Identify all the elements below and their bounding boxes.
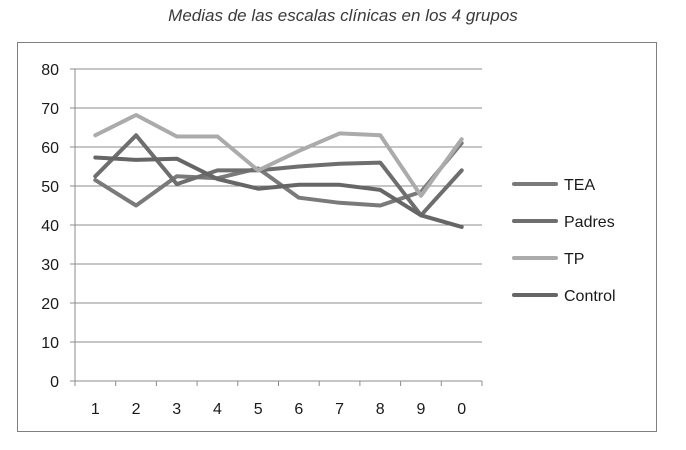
y-tick-label: 70: [41, 101, 59, 118]
gridlines: [75, 68, 482, 343]
x-tick-label: 0: [457, 401, 466, 418]
x-tick-label: 5: [254, 401, 263, 418]
legend-label-control: Control: [564, 288, 616, 305]
x-tick-label: 7: [335, 401, 344, 418]
y-tick-label: 40: [41, 218, 59, 235]
legend-label-tp: TP: [564, 251, 584, 268]
legend-label-tea: TEA: [564, 177, 595, 194]
series-line-tea: [93, 141, 464, 208]
chart-title: Medias de las escalas clínicas en los 4 …: [168, 6, 518, 25]
series-line-control: [93, 155, 464, 229]
y-tick-label: 0: [50, 374, 59, 391]
y-tick-label: 60: [41, 140, 59, 157]
legend-label-padres: Padres: [564, 214, 615, 231]
chart-frame: [17, 42, 657, 432]
x-tick-label: 1: [91, 401, 100, 418]
x-tick-label: 8: [376, 401, 385, 418]
x-tick-label: 2: [132, 401, 141, 418]
x-tick-labels: 1 2 3 4 5 6 7 8 9 0: [91, 401, 466, 418]
x-tick-label: 9: [416, 401, 425, 418]
x-tick-label: 3: [172, 401, 181, 418]
y-tick-label: 50: [41, 179, 59, 196]
series-lines: [93, 113, 464, 229]
legend: TEA Padres TP Control: [512, 177, 616, 305]
y-tick-label: 10: [41, 335, 59, 352]
x-tick-label: 6: [294, 401, 303, 418]
axes: [70, 68, 483, 386]
series-line-tp: [93, 113, 464, 198]
y-tick-label: 30: [41, 257, 59, 274]
y-tick-label: 20: [41, 296, 59, 313]
y-tick-label: 80: [41, 62, 59, 79]
x-tick-label: 4: [213, 401, 222, 418]
y-tick-labels: 0 10 20 30 40 50 60 70 80: [41, 62, 59, 391]
